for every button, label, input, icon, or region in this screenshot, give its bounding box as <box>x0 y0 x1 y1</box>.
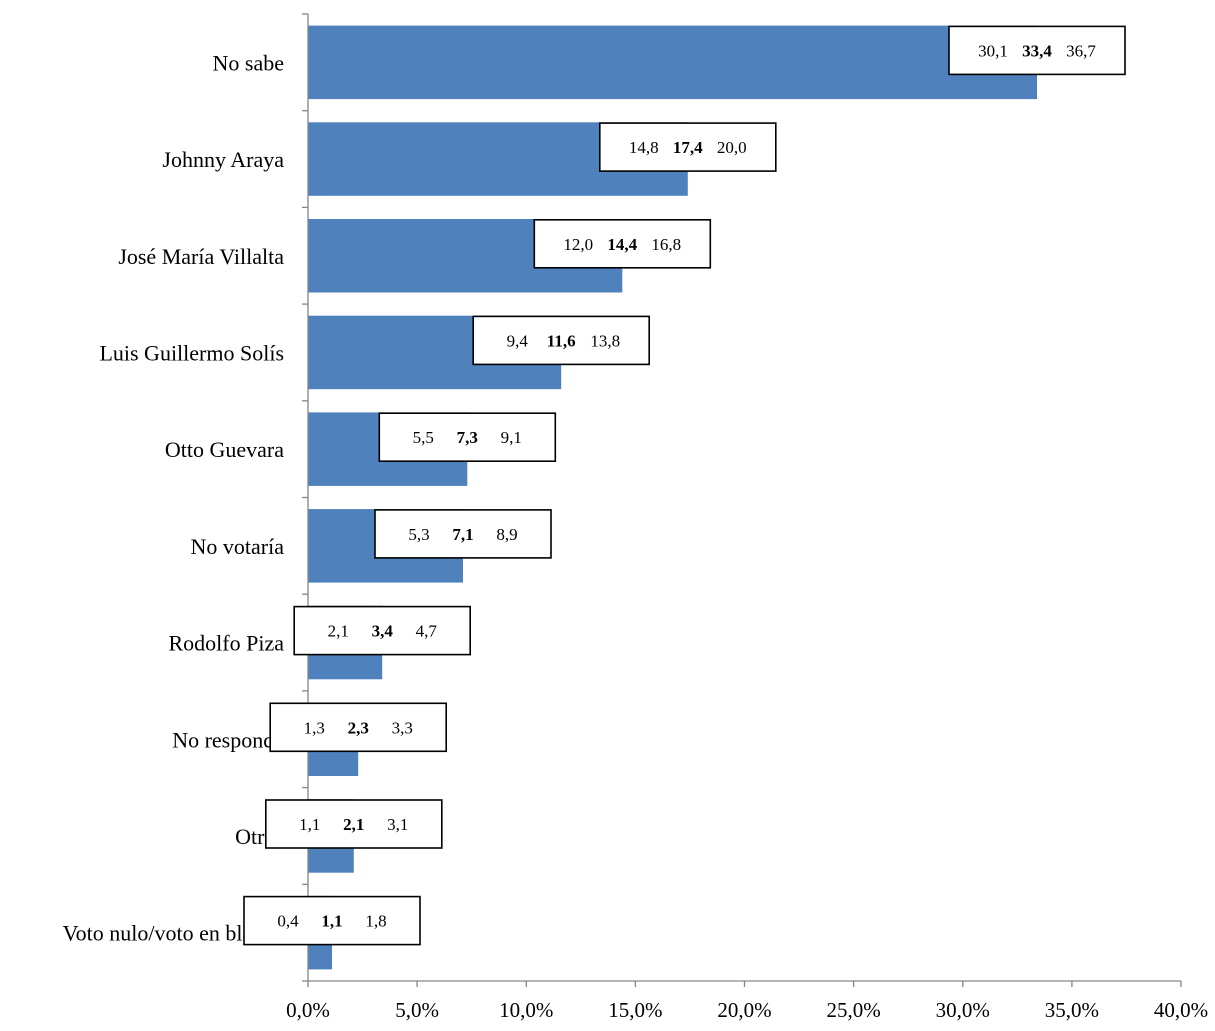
confidence-interval-box: 14,8 17,4 20,0 <box>598 122 777 172</box>
point-estimate-label: 14,4 <box>607 235 637 254</box>
ci-low-label: 5,3 <box>408 525 429 544</box>
ci-high-label: 13,8 <box>590 331 620 350</box>
confidence-interval-box: 9,4 11,6 13,8 <box>472 315 651 366</box>
x-tick-label: 25,0% <box>826 998 880 1022</box>
ci-high-label: 36,7 <box>1066 41 1096 60</box>
confidence-interval-box: 12,0 14,4 16,8 <box>533 219 712 269</box>
annotation-frame <box>293 605 472 656</box>
category-label: No responde <box>172 727 284 752</box>
confidence-interval-box: 5,5 7,3 9,1 <box>378 412 557 463</box>
ci-high-label: 4,7 <box>416 622 438 641</box>
x-tick-label: 20,0% <box>717 998 771 1022</box>
confidence-interval-box: 1,1 2,1 3,1 <box>264 799 443 849</box>
annotation-frame <box>533 219 712 269</box>
annotation-frame <box>598 122 777 172</box>
point-estimate-label: 2,1 <box>343 815 364 834</box>
annotation-frame <box>378 412 557 463</box>
confidence-interval-box: 5,3 7,1 8,9 <box>374 509 552 559</box>
x-tick-label: 40,0% <box>1154 998 1208 1022</box>
bar <box>308 25 1037 100</box>
x-tick-label: 10,0% <box>499 998 553 1022</box>
confidence-interval-box: 2,1 3,4 4,7 <box>293 605 472 656</box>
confidence-interval-box: 0,4 1,1 1,8 <box>243 895 421 946</box>
point-estimate-label: 33,4 <box>1022 41 1052 60</box>
point-estimate-label: 17,4 <box>673 138 703 157</box>
x-tick-label: 35,0% <box>1045 998 1099 1022</box>
ci-low-label: 9,4 <box>507 331 529 350</box>
category-label: Luis Guillermo Solís <box>99 340 284 365</box>
annotation-frame <box>243 895 421 946</box>
category-label: Rodolfo Piza <box>169 631 285 656</box>
ci-low-label: 12,0 <box>563 235 593 254</box>
annotation-frame <box>264 799 443 849</box>
ci-low-label: 1,3 <box>304 718 325 737</box>
annotation-frame <box>948 25 1126 76</box>
ci-high-label: 9,1 <box>501 428 522 447</box>
point-estimate-label: 2,3 <box>348 718 369 737</box>
ci-low-label: 1,1 <box>299 815 320 834</box>
ci-high-label: 3,1 <box>387 815 408 834</box>
ci-low-label: 0,4 <box>277 912 299 931</box>
category-label: No votaría <box>191 534 285 559</box>
x-tick-label: 5,0% <box>395 998 439 1022</box>
point-estimate-label: 7,1 <box>452 525 473 544</box>
category-label: José María Villalta <box>118 244 284 269</box>
category-label: Otto Guevara <box>165 437 284 462</box>
category-label: Johnny Araya <box>162 147 284 172</box>
point-estimate-label: 1,1 <box>321 912 342 931</box>
annotation-frame <box>374 509 552 559</box>
point-estimate-label: 3,4 <box>372 622 394 641</box>
ci-high-label: 3,3 <box>392 718 413 737</box>
annotation-frame <box>269 702 448 753</box>
x-tick-label: 15,0% <box>608 998 662 1022</box>
point-estimate-label: 11,6 <box>547 331 576 350</box>
point-estimate-label: 7,3 <box>457 428 478 447</box>
ci-low-label: 14,8 <box>629 138 659 157</box>
category-label: No sabe <box>213 50 284 75</box>
x-tick-label: 30,0% <box>936 998 990 1022</box>
ci-low-label: 5,5 <box>413 428 434 447</box>
ci-low-label: 30,1 <box>978 41 1008 60</box>
confidence-interval-box: 30,1 33,4 36,7 <box>948 25 1126 76</box>
ci-high-label: 16,8 <box>651 235 681 254</box>
annotation-frame <box>472 315 651 366</box>
ci-high-label: 8,9 <box>496 525 517 544</box>
ci-high-label: 1,8 <box>365 912 386 931</box>
confidence-interval-box: 1,3 2,3 3,3 <box>269 702 448 753</box>
ci-low-label: 2,1 <box>328 622 349 641</box>
x-tick-label: 0,0% <box>286 998 330 1022</box>
ci-high-label: 20,0 <box>717 138 747 157</box>
